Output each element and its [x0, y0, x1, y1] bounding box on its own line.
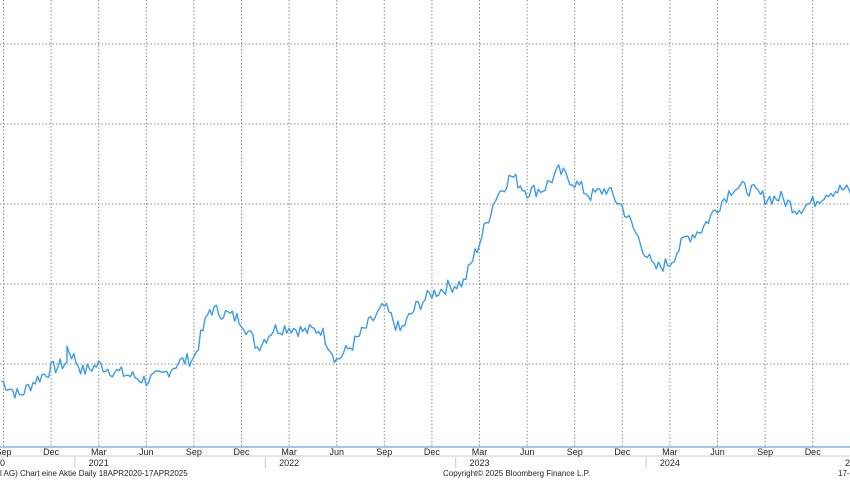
grid-lines	[0, 0, 850, 447]
month-tick-label: Sep	[567, 447, 583, 457]
month-tick-label: Jun	[520, 447, 535, 457]
month-tick-label: Dec	[424, 447, 441, 457]
month-tick-label: Sep	[757, 447, 773, 457]
month-tick-label: Mar	[281, 447, 297, 457]
copyright-notice: Copyright© 2025 Bloomberg Finance L.P.	[443, 469, 591, 478]
month-tick-label: Mar	[662, 447, 678, 457]
date-label: 17-	[838, 469, 850, 478]
month-tick-label: Jun	[139, 447, 154, 457]
month-tick-label: Sep	[376, 447, 392, 457]
month-tick-label: Dec	[233, 447, 250, 457]
year-tick-label: 2023	[469, 458, 489, 468]
year-tick-label: 2022	[279, 458, 299, 468]
month-tick-label: Mar	[472, 447, 488, 457]
month-tick-label: Jun	[329, 447, 344, 457]
month-tick-label: Sep	[186, 447, 202, 457]
month-tick-label: Dec	[614, 447, 631, 457]
year-tick-labels: 0 2021 2022 2023 2024 2	[0, 457, 850, 468]
year-tick-label: 2024	[660, 458, 680, 468]
month-tick-label: Dec	[805, 447, 822, 457]
year-tick-label: 2021	[89, 458, 109, 468]
month-tick-label: Mar	[91, 447, 107, 457]
month-tick-labels: Sep Dec Mar Jun Sep Dec Mar Jun Sep Dec Mar Jun Sep D…	[0, 447, 821, 457]
chart-footer-description: l AG) Chart eine Aktie Daily 18APR2020-1…	[0, 469, 188, 478]
year-tick-label: 0	[0, 458, 5, 468]
x-axis	[0, 446, 850, 457]
month-tick-label: Jun	[710, 447, 725, 457]
month-tick-label: Dec	[43, 447, 60, 457]
year-tick-label: 2	[845, 458, 850, 468]
month-tick-label: Sep	[0, 447, 12, 457]
price-series-line	[1, 164, 850, 399]
